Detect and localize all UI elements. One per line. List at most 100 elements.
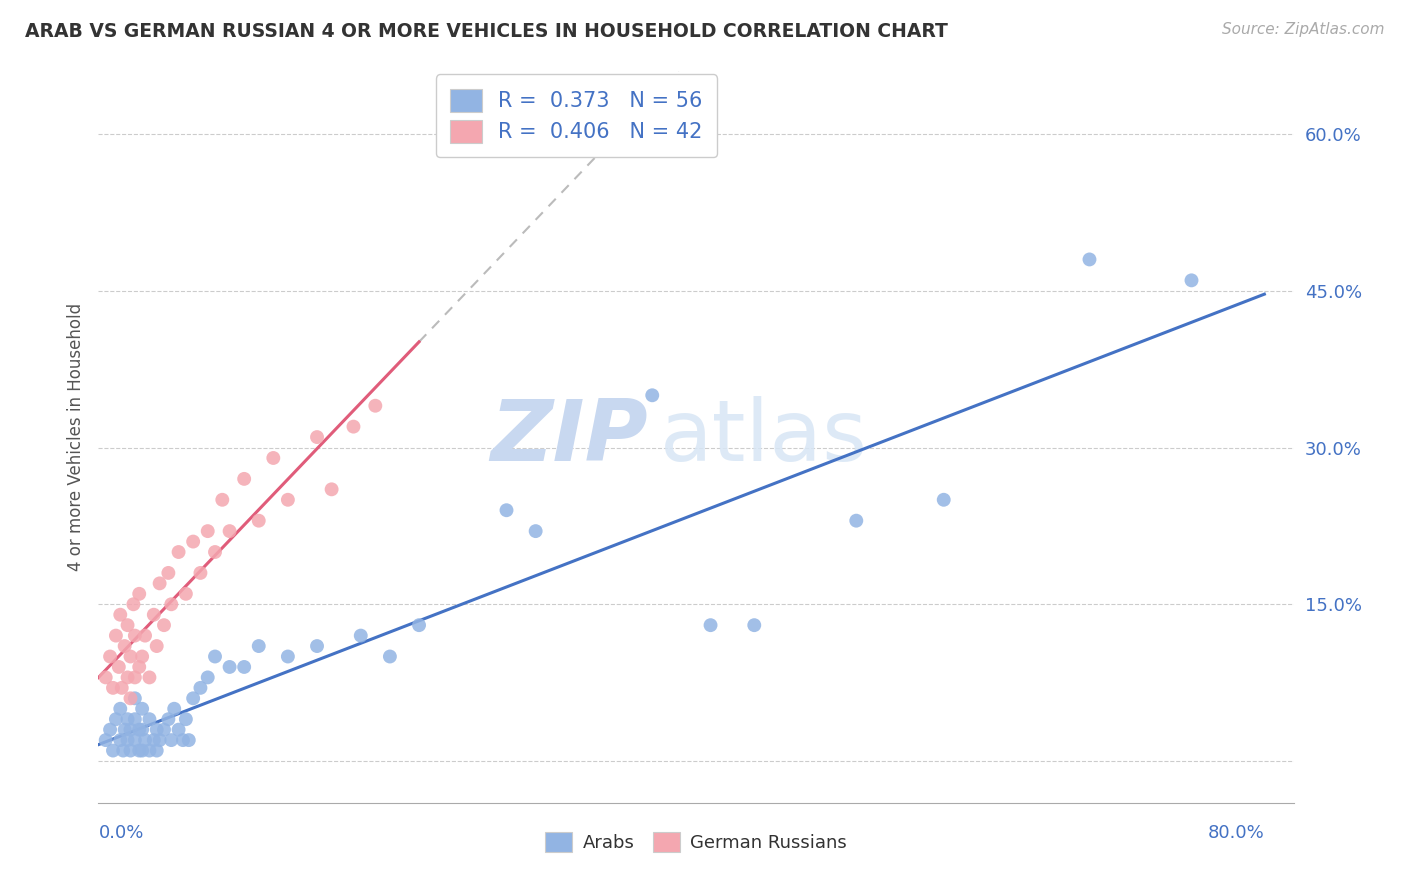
Point bbox=[110, 733, 132, 747]
Point bbox=[364, 399, 387, 413]
Point bbox=[110, 702, 132, 716]
Point bbox=[157, 566, 180, 580]
Point bbox=[101, 743, 124, 757]
Text: atlas: atlas bbox=[661, 395, 868, 479]
Point bbox=[342, 419, 364, 434]
Point bbox=[277, 649, 299, 664]
Point bbox=[142, 607, 165, 622]
Point bbox=[112, 743, 135, 757]
Point bbox=[742, 618, 765, 632]
Point bbox=[218, 660, 240, 674]
Point bbox=[145, 723, 167, 737]
Point bbox=[122, 597, 145, 611]
Point bbox=[138, 670, 160, 684]
Point bbox=[110, 607, 132, 622]
Point bbox=[117, 670, 139, 684]
Point bbox=[262, 450, 284, 465]
Point bbox=[378, 649, 401, 664]
Point bbox=[1078, 252, 1101, 267]
Point bbox=[131, 723, 153, 737]
Point bbox=[131, 702, 153, 716]
Point bbox=[134, 733, 156, 747]
Point bbox=[138, 712, 160, 726]
Point bbox=[305, 639, 328, 653]
Point bbox=[197, 670, 219, 684]
Point bbox=[408, 618, 430, 632]
Legend: Arabs, German Russians: Arabs, German Russians bbox=[537, 825, 855, 860]
Point bbox=[114, 639, 136, 653]
Point bbox=[120, 723, 142, 737]
Point bbox=[233, 660, 256, 674]
Text: ARAB VS GERMAN RUSSIAN 4 OR MORE VEHICLES IN HOUSEHOLD CORRELATION CHART: ARAB VS GERMAN RUSSIAN 4 OR MORE VEHICLE… bbox=[25, 22, 948, 41]
Point bbox=[108, 660, 131, 674]
Point bbox=[138, 743, 160, 757]
Point bbox=[699, 618, 721, 632]
Point bbox=[157, 712, 180, 726]
Point bbox=[142, 733, 165, 747]
Point bbox=[190, 566, 212, 580]
Point bbox=[114, 723, 136, 737]
Point bbox=[124, 691, 146, 706]
Point bbox=[153, 618, 176, 632]
Point bbox=[845, 514, 868, 528]
Point bbox=[204, 649, 226, 664]
Point bbox=[124, 733, 146, 747]
Point bbox=[145, 743, 167, 757]
Point bbox=[98, 649, 121, 664]
Point bbox=[305, 430, 328, 444]
Point bbox=[181, 534, 204, 549]
Point bbox=[167, 723, 190, 737]
Point bbox=[153, 723, 176, 737]
Point bbox=[181, 691, 204, 706]
Point bbox=[211, 492, 233, 507]
Point bbox=[120, 743, 142, 757]
Text: 80.0%: 80.0% bbox=[1208, 823, 1264, 842]
Point bbox=[117, 712, 139, 726]
Point bbox=[131, 649, 153, 664]
Point bbox=[190, 681, 212, 695]
Point bbox=[350, 629, 373, 643]
Point bbox=[174, 587, 197, 601]
Point bbox=[172, 733, 194, 747]
Text: ZIP: ZIP bbox=[491, 395, 648, 479]
Point bbox=[131, 743, 153, 757]
Point bbox=[641, 388, 664, 402]
Point bbox=[167, 545, 190, 559]
Text: Source: ZipAtlas.com: Source: ZipAtlas.com bbox=[1222, 22, 1385, 37]
Point bbox=[128, 587, 150, 601]
Point bbox=[124, 712, 146, 726]
Point bbox=[247, 514, 270, 528]
Point bbox=[124, 670, 146, 684]
Point bbox=[94, 733, 117, 747]
Point bbox=[149, 576, 172, 591]
Text: 0.0%: 0.0% bbox=[98, 823, 143, 842]
Point bbox=[104, 629, 127, 643]
Point bbox=[247, 639, 270, 653]
Point bbox=[204, 545, 226, 559]
Point bbox=[321, 483, 343, 497]
Point bbox=[1180, 273, 1202, 287]
Point bbox=[124, 629, 146, 643]
Point bbox=[495, 503, 517, 517]
Point bbox=[163, 702, 186, 716]
Point bbox=[233, 472, 256, 486]
Point bbox=[120, 649, 142, 664]
Point bbox=[94, 670, 117, 684]
Point bbox=[134, 629, 156, 643]
Point bbox=[160, 733, 183, 747]
Point bbox=[160, 597, 183, 611]
Point bbox=[128, 660, 150, 674]
Point bbox=[128, 743, 150, 757]
Point bbox=[128, 723, 150, 737]
Point bbox=[111, 681, 134, 695]
Point bbox=[174, 712, 197, 726]
Point bbox=[104, 712, 127, 726]
Point bbox=[218, 524, 240, 538]
Point bbox=[932, 492, 955, 507]
Point bbox=[197, 524, 219, 538]
Point bbox=[524, 524, 547, 538]
Point bbox=[120, 691, 142, 706]
Point bbox=[117, 733, 139, 747]
Point bbox=[117, 618, 139, 632]
Point bbox=[177, 733, 200, 747]
